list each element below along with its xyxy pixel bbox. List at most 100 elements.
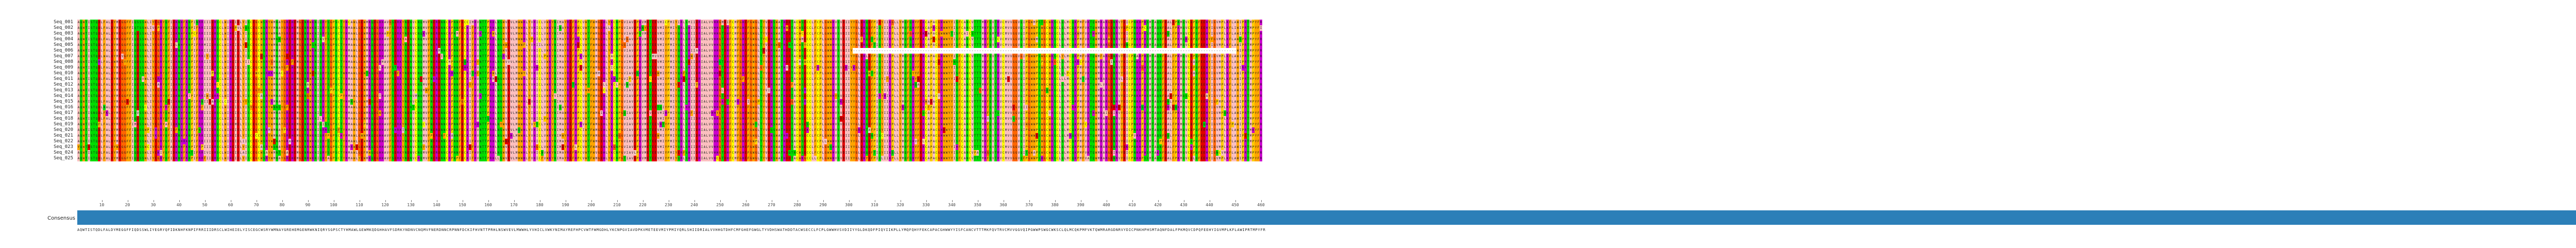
residue-cell[interactable]: A	[106, 37, 108, 42]
residue-cell[interactable]: Q	[677, 65, 680, 71]
residue-cell[interactable]: R	[997, 20, 999, 25]
residue-cell[interactable]: C	[1069, 20, 1072, 25]
residue-cell[interactable]: S	[139, 71, 142, 76]
residue-cell[interactable]: P	[1131, 31, 1133, 37]
residue-cell[interactable]: D	[98, 65, 100, 71]
residue-cell[interactable]: N	[616, 76, 618, 82]
residue-cell[interactable]: R	[214, 71, 216, 76]
residue-cell[interactable]: W	[1048, 59, 1051, 65]
residue-cell[interactable]: L	[108, 37, 111, 42]
residue-cell[interactable]: F	[1082, 20, 1084, 25]
residue-cell[interactable]: F	[129, 48, 131, 54]
residue-cell[interactable]: C	[1046, 20, 1048, 25]
residue-cell[interactable]: S	[247, 71, 250, 76]
residue-cell[interactable]: Q	[165, 71, 167, 76]
residue-cell[interactable]: G	[124, 71, 126, 76]
residue-cell[interactable]: M	[734, 25, 737, 31]
residue-cell[interactable]: T	[340, 48, 343, 54]
residue-cell[interactable]: Q	[165, 37, 167, 42]
residue-cell[interactable]: L	[757, 25, 760, 31]
residue-cell[interactable]: T	[649, 25, 652, 31]
residue-cell[interactable]: H	[379, 37, 381, 42]
residue-cell[interactable]: Y	[608, 65, 611, 71]
residue-cell[interactable]: I	[245, 65, 247, 71]
residue-cell[interactable]: G	[299, 65, 301, 71]
residue-cell[interactable]: D	[724, 48, 726, 54]
residue-cell[interactable]: V	[386, 42, 389, 48]
residue-cell[interactable]: M	[273, 48, 276, 54]
residue-cell[interactable]: P	[332, 48, 335, 54]
residue-cell[interactable]: Y	[528, 71, 531, 76]
sequence-name[interactable]: Seq_004	[54, 37, 73, 42]
residue-cell[interactable]: N	[304, 59, 307, 65]
residue-cell[interactable]: Y	[268, 42, 270, 48]
residue-cell[interactable]: M	[595, 76, 598, 82]
residue-cell[interactable]: I	[876, 31, 878, 37]
residue-cell[interactable]: P	[930, 31, 933, 37]
residue-cell[interactable]: H	[379, 54, 381, 59]
residue-cell[interactable]: K	[1074, 20, 1077, 25]
residue-cell[interactable]: F	[196, 31, 198, 37]
residue-cell[interactable]: T	[587, 31, 590, 37]
residue-cell[interactable]: H	[603, 42, 605, 48]
residue-cell[interactable]: N	[304, 54, 307, 59]
residue-cell[interactable]: D	[724, 42, 726, 48]
residue-cell[interactable]: H	[180, 48, 183, 54]
residue-cell[interactable]: C	[809, 59, 811, 65]
residue-cell[interactable]: H	[379, 20, 381, 25]
residue-cell[interactable]: P	[1252, 65, 1255, 71]
residue-cell[interactable]: S	[719, 59, 721, 65]
residue-cell[interactable]: R	[448, 76, 451, 82]
residue-cell[interactable]: V	[708, 48, 711, 54]
residue-cell[interactable]: D	[1110, 65, 1113, 71]
residue-cell[interactable]: W	[224, 65, 227, 71]
residue-cell[interactable]: I	[536, 54, 538, 59]
residue-cell[interactable]: W	[943, 25, 945, 31]
residue-cell[interactable]: D	[438, 71, 440, 76]
residue-cell[interactable]: Y	[1255, 20, 1257, 25]
residue-cell[interactable]: C	[464, 31, 466, 37]
residue-cell[interactable]: D	[1190, 20, 1193, 25]
residue-cell[interactable]: W	[799, 54, 801, 59]
residue-cell[interactable]: A	[77, 65, 80, 71]
residue-cell[interactable]: F	[917, 25, 920, 31]
residue-cell[interactable]: F	[1172, 59, 1175, 65]
residue-cell[interactable]: I	[886, 71, 889, 76]
residue-cell[interactable]: Y	[281, 20, 283, 25]
residue-cell[interactable]: N	[453, 37, 456, 42]
residue-cell[interactable]: G	[157, 37, 160, 42]
residue-cell[interactable]: E	[301, 31, 304, 37]
residue-cell[interactable]: S	[1146, 20, 1149, 25]
residue-cell[interactable]: P	[487, 59, 489, 65]
residue-cell[interactable]: Y	[1208, 25, 1211, 31]
residue-cell[interactable]: Y	[1255, 37, 1257, 42]
residue-cell[interactable]: E	[920, 59, 922, 65]
residue-cell[interactable]: -	[1146, 48, 1149, 54]
residue-cell[interactable]: I	[672, 59, 675, 65]
residue-cell[interactable]: P	[618, 71, 621, 76]
residue-cell[interactable]: N	[178, 59, 180, 65]
residue-cell[interactable]: L	[822, 42, 824, 48]
residue-cell[interactable]: W	[585, 76, 587, 82]
residue-cell[interactable]: G	[760, 65, 762, 71]
residue-cell[interactable]: K	[922, 65, 925, 71]
residue-cell[interactable]: M	[734, 37, 737, 42]
residue-cell[interactable]: F	[167, 54, 170, 59]
residue-cell[interactable]: H	[1144, 71, 1146, 76]
residue-cell[interactable]: D	[860, 42, 863, 48]
residue-cell[interactable]: T	[587, 37, 590, 42]
residue-cell[interactable]: T	[587, 48, 590, 54]
residue-cell[interactable]: V	[835, 54, 837, 59]
residue-cell[interactable]: M	[644, 37, 647, 42]
residue-cell[interactable]: E	[232, 71, 234, 76]
residue-cell[interactable]: S	[327, 37, 330, 42]
residue-cell[interactable]: A	[703, 59, 706, 65]
residue-cell[interactable]: T	[1151, 25, 1154, 31]
residue-cell[interactable]: L	[1224, 25, 1226, 31]
residue-cell[interactable]: T	[484, 71, 487, 76]
residue-cell[interactable]: C	[337, 54, 340, 59]
residue-cell[interactable]: G	[299, 37, 301, 42]
residue-cell[interactable]: Q	[1167, 31, 1170, 37]
residue-cell[interactable]: V	[386, 25, 389, 31]
